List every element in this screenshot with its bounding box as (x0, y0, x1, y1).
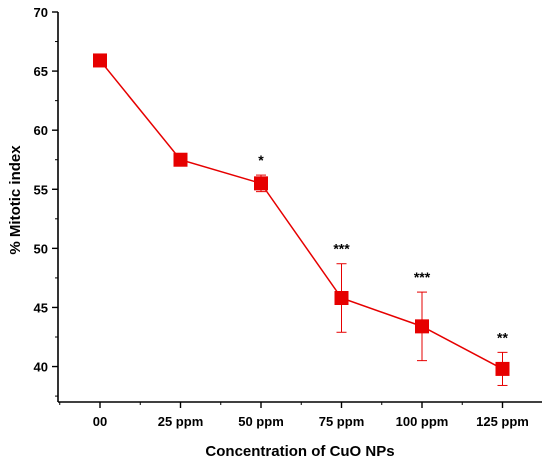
x-tick-label: 00 (93, 414, 107, 429)
y-tick-label: 40 (34, 360, 48, 375)
x-tick-label: 75 ppm (319, 414, 365, 429)
y-tick-label: 65 (34, 64, 48, 79)
x-tick-label: 100 ppm (396, 414, 449, 429)
x-axis-title: Concentration of CuO NPs (205, 443, 394, 460)
significance-label: *** (414, 269, 431, 285)
series (93, 53, 510, 386)
significance-label: *** (333, 241, 350, 257)
series-line (99, 59, 503, 370)
significance-label: * (258, 152, 264, 168)
y-tick-label: 60 (34, 123, 48, 138)
data-point (254, 176, 268, 191)
x-tick-label: 125 ppm (476, 414, 529, 429)
significance-label: ** (497, 329, 508, 345)
data-point (173, 152, 188, 167)
data-point (93, 53, 107, 68)
x-tick-label: 25 ppm (158, 414, 204, 429)
y-tick-label: 50 (34, 241, 48, 256)
data-point (334, 291, 349, 305)
ticks: 40 45 50 55 60 65 70 00 25 ppm 50 ppm 75 ppm 100 pp… (34, 5, 529, 429)
data-point (415, 319, 429, 334)
y-tick-label: 70 (34, 5, 48, 20)
axes (57, 12, 542, 403)
labels: ********* (258, 152, 508, 345)
y-tick-label: 55 (34, 182, 48, 197)
x-tick-label: 50 ppm (238, 414, 284, 429)
data-point (495, 361, 510, 376)
y-tick-label: 45 (34, 300, 48, 315)
y-axis-title: % Mitotic index (7, 145, 24, 255)
